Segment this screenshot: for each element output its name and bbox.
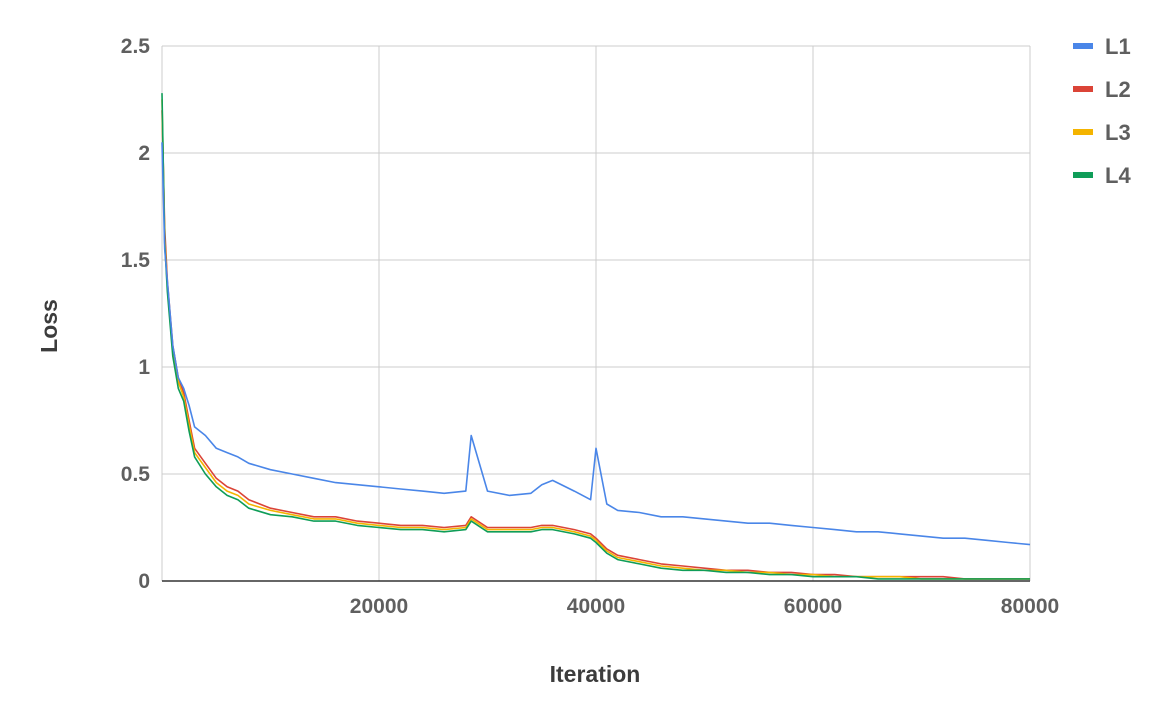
y-tick-label: 2.5 bbox=[121, 35, 151, 58]
legend-swatch-l2 bbox=[1073, 86, 1093, 92]
legend-label-l4: L4 bbox=[1105, 163, 1131, 188]
legend-swatch-l1 bbox=[1073, 43, 1093, 49]
legend-swatch-l3 bbox=[1073, 129, 1093, 135]
series-line-l4 bbox=[161, 93, 1030, 580]
y-tick-label: 2 bbox=[138, 142, 150, 165]
x-axis-title: Iteration bbox=[550, 661, 641, 687]
legend-label-l2: L2 bbox=[1105, 77, 1131, 102]
y-tick-label: 0 bbox=[138, 570, 150, 593]
axes: 0 0.5 1 1.5 2 2.5 20000 40000 60000 80000 bbox=[121, 35, 1059, 618]
gridlines bbox=[161, 45, 1031, 581]
y-tick-label: 0.5 bbox=[121, 463, 151, 486]
legend-swatch-l4 bbox=[1073, 172, 1093, 178]
legend: L1 L2 L3 L4 bbox=[1073, 34, 1131, 188]
x-tick-label: 40000 bbox=[567, 595, 625, 618]
y-tick-label: 1.5 bbox=[121, 249, 151, 272]
x-tick-label: 20000 bbox=[350, 595, 408, 618]
legend-label-l1: L1 bbox=[1105, 34, 1131, 59]
y-axis-title: Loss bbox=[36, 299, 62, 353]
y-tick-label: 1 bbox=[138, 356, 150, 379]
series-line-l2 bbox=[161, 110, 1030, 580]
series-line-l1 bbox=[161, 142, 1031, 546]
x-tick-label: 80000 bbox=[1001, 595, 1059, 618]
series-lines bbox=[161, 93, 1031, 580]
legend-label-l3: L3 bbox=[1105, 120, 1131, 145]
x-tick-label: 60000 bbox=[784, 595, 842, 618]
